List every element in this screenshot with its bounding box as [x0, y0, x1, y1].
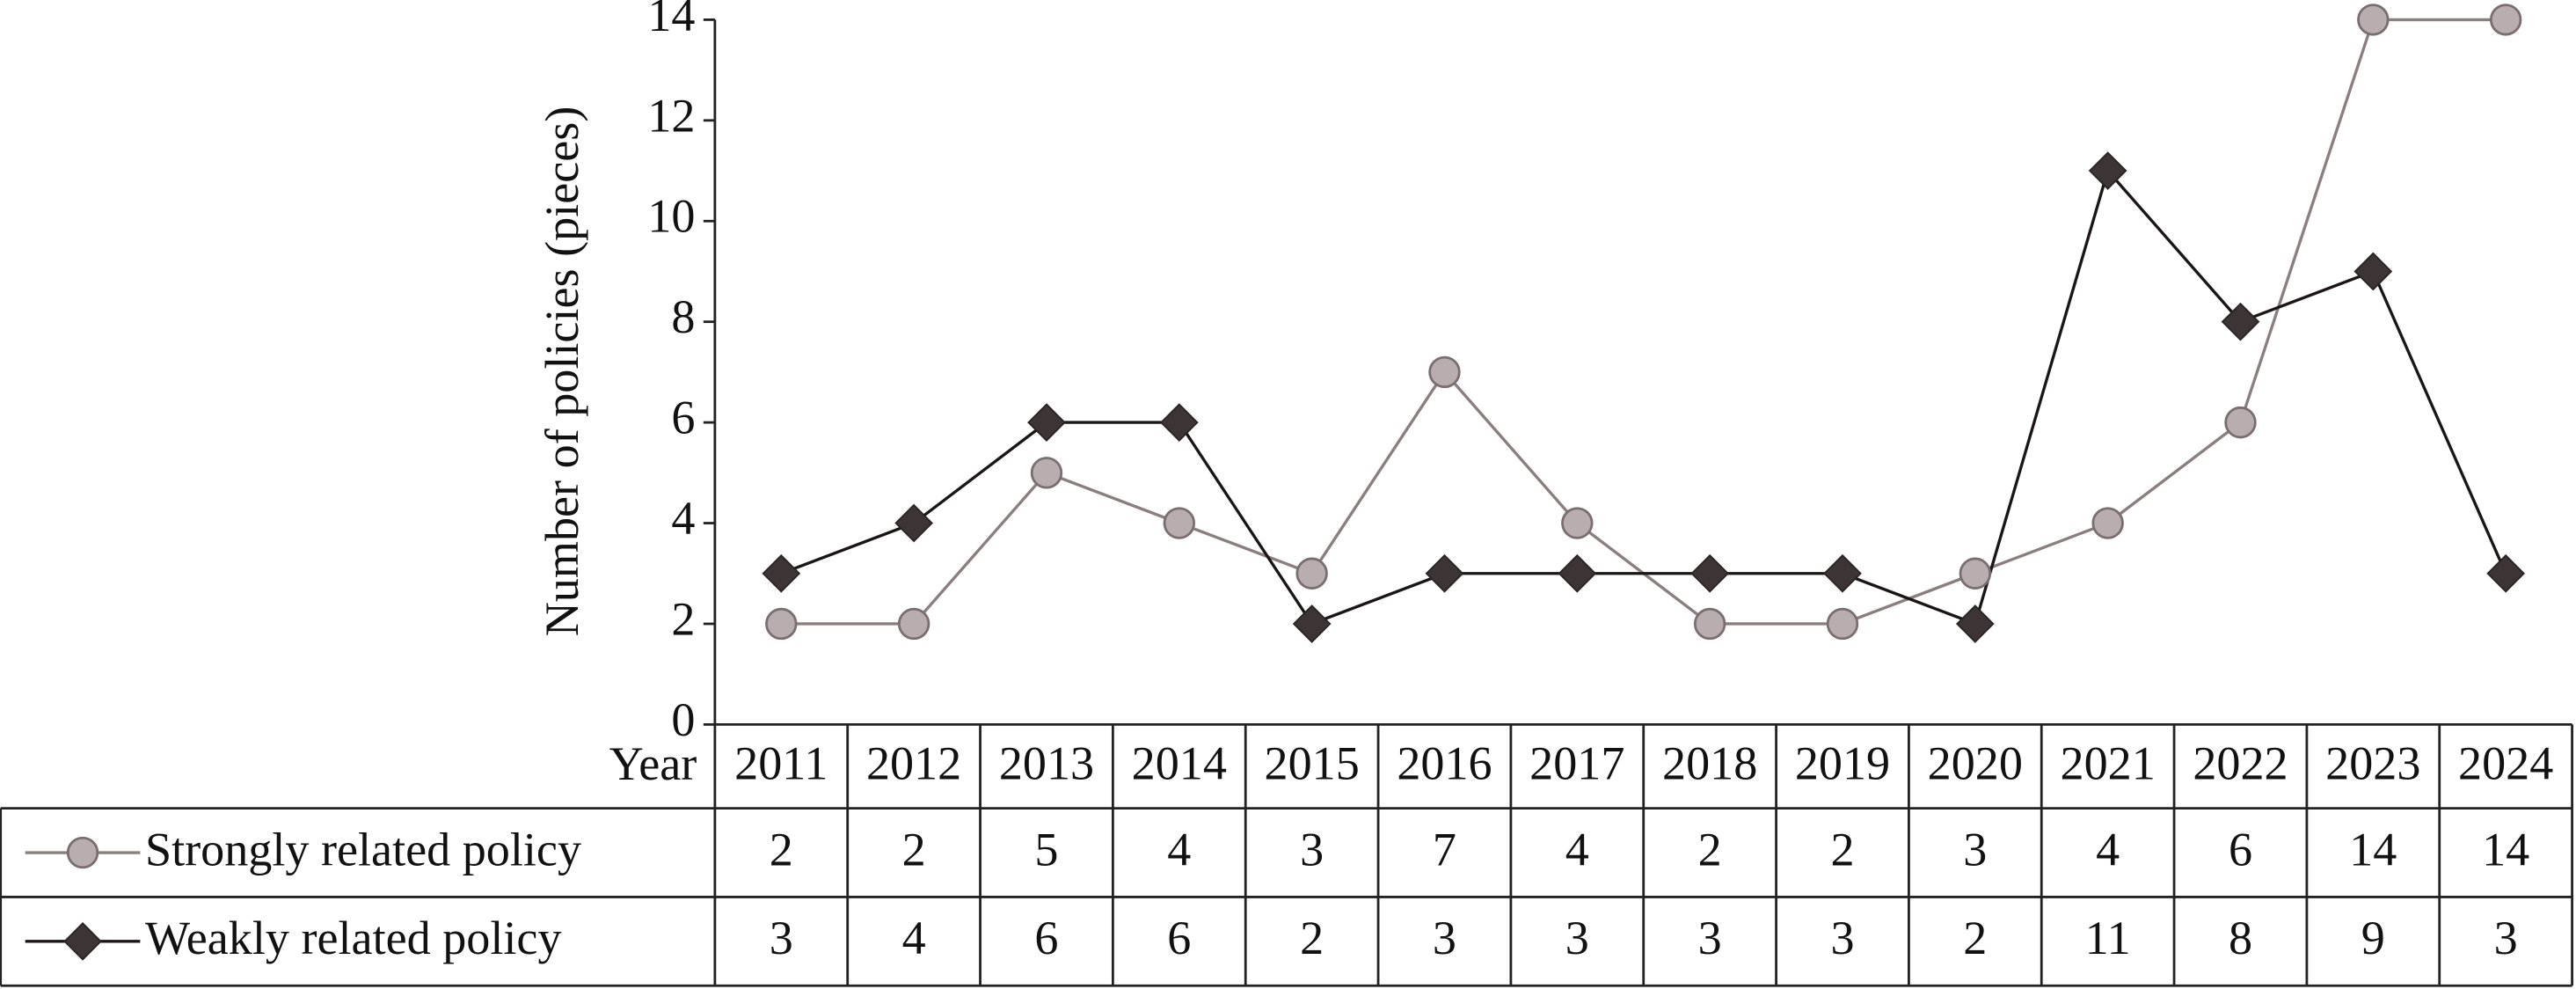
legend-marker	[63, 921, 102, 961]
data-point	[897, 607, 930, 641]
table-value: 3	[1565, 912, 1589, 964]
table-value: 14	[2349, 823, 2397, 875]
x-tick-label: 2012	[866, 736, 961, 789]
y-tick-label: 2	[671, 592, 695, 645]
x-axis-label: Year	[609, 737, 697, 790]
data-point	[2353, 252, 2393, 291]
table-value: 3	[1433, 912, 1456, 964]
x-tick-label: 2018	[1662, 736, 1757, 789]
x-tick-label: 2021	[2061, 736, 2156, 789]
table-value: 14	[2482, 823, 2529, 875]
x-tick-label: 2016	[1397, 736, 1492, 789]
data-point	[762, 553, 801, 593]
data-point	[1823, 553, 1862, 593]
x-tick-label: 2015	[1265, 736, 1360, 789]
y-tick-label: 14	[647, 0, 695, 41]
table-value: 4	[902, 912, 926, 964]
legend-label: Strongly related policy	[145, 823, 581, 875]
table-value: 2	[1300, 912, 1324, 964]
table-value: 4	[2096, 823, 2120, 875]
y-tick-label: 12	[647, 89, 695, 142]
table-value: 11	[2085, 912, 2131, 964]
table-value: 6	[1034, 912, 1058, 964]
table-value: 7	[1433, 823, 1456, 875]
data-point	[1826, 607, 1859, 641]
x-tick-label: 2013	[999, 736, 1094, 789]
data-point	[1428, 355, 1461, 389]
y-tick-label: 8	[671, 290, 695, 343]
table-value: 4	[1167, 823, 1191, 875]
data-point	[1959, 557, 1992, 590]
data-point	[1558, 553, 1597, 593]
data-point	[1292, 604, 1332, 643]
data-point	[2357, 4, 2390, 36]
data-point	[1690, 553, 1730, 593]
table-value: 5	[1034, 823, 1058, 875]
y-axis-label: Number of policies (pieces)	[536, 106, 588, 637]
table-value: 3	[1963, 823, 1987, 875]
table-value: 2	[1830, 823, 1854, 875]
data-point	[1693, 607, 1726, 641]
table-value: 2	[770, 823, 793, 875]
table-value: 8	[2229, 912, 2252, 964]
x-tick-label: 2011	[734, 736, 828, 789]
data-point	[2221, 302, 2260, 341]
data-point	[1295, 557, 1328, 590]
y-tick-label: 4	[671, 492, 695, 545]
x-tick-label: 2014	[1132, 736, 1227, 789]
x-tick-label: 2019	[1795, 736, 1890, 789]
x-tick-label: 2017	[1529, 736, 1624, 789]
data-point	[2088, 151, 2127, 190]
legend-label: Weakly related policy	[145, 912, 562, 964]
table-value: 6	[1167, 912, 1191, 964]
x-tick-label: 2024	[2458, 736, 2553, 789]
data-point	[765, 607, 798, 641]
data-point	[1955, 604, 1995, 643]
table-value: 6	[2229, 823, 2252, 875]
table-value: 3	[1698, 912, 1722, 964]
table-value: 3	[2494, 912, 2518, 964]
data-point	[1561, 507, 1594, 539]
data-point	[2224, 406, 2257, 439]
table-value: 2	[1963, 912, 1987, 964]
x-tick-label: 2023	[2325, 736, 2420, 789]
data-point	[2091, 507, 2124, 539]
data-point	[1163, 507, 1196, 539]
table-value: 9	[2361, 912, 2385, 964]
data-point	[894, 503, 933, 543]
data-point	[1030, 457, 1063, 489]
data-point	[2486, 553, 2526, 593]
legend-marker	[66, 836, 99, 869]
x-tick-label: 2020	[1928, 736, 2023, 789]
data-point	[2489, 4, 2522, 36]
y-tick-label: 6	[671, 392, 695, 444]
data-point	[1159, 403, 1199, 442]
table-value: 2	[902, 823, 926, 875]
table-value: 3	[1300, 823, 1324, 875]
x-tick-label: 2022	[2193, 736, 2288, 789]
table-value: 4	[1565, 823, 1589, 875]
table-value: 2	[1698, 823, 1722, 875]
y-tick-label: 10	[647, 190, 695, 243]
data-point	[1425, 553, 1464, 593]
y-tick-label: 0	[671, 693, 695, 746]
table-value: 3	[1830, 912, 1854, 964]
data-point	[1027, 403, 1066, 442]
table-value: 3	[770, 912, 793, 964]
series-line	[780, 167, 2507, 626]
